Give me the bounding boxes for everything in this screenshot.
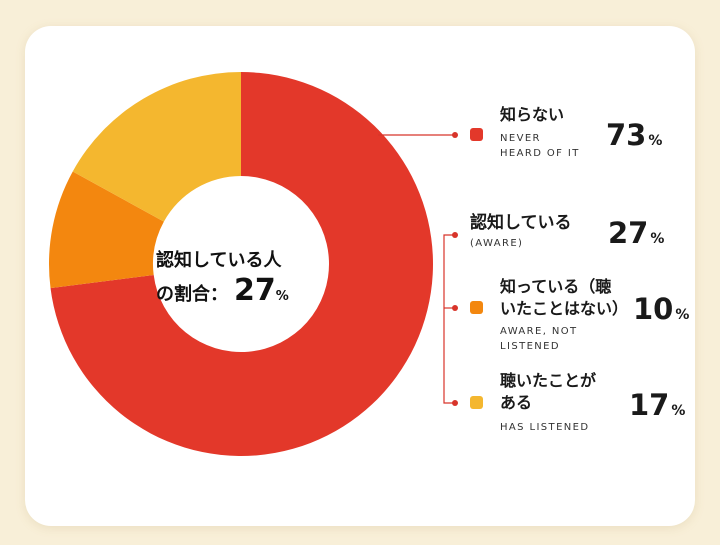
legend-value-listened: 17% bbox=[629, 388, 685, 422]
connector-dot-aware bbox=[452, 232, 458, 238]
donut-slice-listened bbox=[72, 72, 241, 222]
value-not-listened: 10 bbox=[633, 292, 674, 326]
connector-aware-bracket bbox=[443, 234, 455, 404]
center-value: 27 bbox=[234, 273, 276, 308]
unit-listened: % bbox=[671, 403, 686, 419]
value-aware: 27 bbox=[608, 216, 649, 250]
legend-swatch-never bbox=[470, 128, 483, 141]
legend-value-not-listened: 10% bbox=[633, 292, 689, 326]
legend-item-aware: 認知している (AWARE) bbox=[470, 212, 572, 251]
center-label-line-2: の割合： bbox=[156, 284, 228, 305]
legend-item-not-listened: 知っている（聴 いたことはない） AWARE, NOT LISTENED bbox=[500, 276, 628, 354]
legend-value-aware: 27% bbox=[608, 216, 664, 250]
legend-sublabel-aware: (AWARE) bbox=[470, 238, 524, 249]
legend-label-not-listened-1: 知っている（聴 bbox=[500, 277, 612, 296]
legend-swatch-not-listened bbox=[470, 301, 483, 314]
connector-dot-listened bbox=[452, 400, 458, 406]
legend-value-never: 73% bbox=[606, 118, 662, 152]
unit-aware: % bbox=[650, 231, 665, 247]
center-unit: % bbox=[275, 289, 289, 304]
legend-item-never: 知らない NEVER HEARD OF IT bbox=[500, 104, 580, 161]
legend-label-listened-1: 聴いたことが bbox=[500, 371, 597, 390]
donut-slice-not-listened bbox=[48, 171, 164, 289]
legend-label-listened-2: ある bbox=[500, 393, 533, 412]
legend-label-aware: 認知している bbox=[470, 213, 572, 233]
legend-label-not-listened-2: いたことはない） bbox=[500, 299, 629, 318]
connector-dot-never bbox=[452, 132, 458, 138]
legend-swatch-listened bbox=[470, 396, 483, 409]
center-label: 認知している人 の割合： 27% bbox=[156, 246, 324, 312]
donut-slice-never bbox=[50, 72, 433, 457]
unit-not-listened: % bbox=[675, 307, 690, 323]
legend-item-listened: 聴いたことが ある HAS LISTENED bbox=[500, 370, 596, 435]
legend-sublabel-never-2: HEARD OF IT bbox=[500, 148, 580, 159]
connector-dot-not-listened bbox=[452, 305, 458, 311]
unit-never: % bbox=[648, 133, 663, 149]
legend-sublabel-not-listened-2: LISTENED bbox=[500, 341, 560, 352]
value-listened: 17 bbox=[629, 388, 670, 422]
legend-sublabel-not-listened-1: AWARE, NOT bbox=[500, 326, 578, 337]
legend-sublabel-listened: HAS LISTENED bbox=[500, 422, 590, 433]
legend-label-never: 知らない bbox=[500, 105, 565, 124]
legend-sublabel-never-1: NEVER bbox=[500, 133, 541, 144]
value-never: 73 bbox=[606, 118, 647, 152]
center-label-line-1: 認知している人 bbox=[156, 250, 282, 271]
